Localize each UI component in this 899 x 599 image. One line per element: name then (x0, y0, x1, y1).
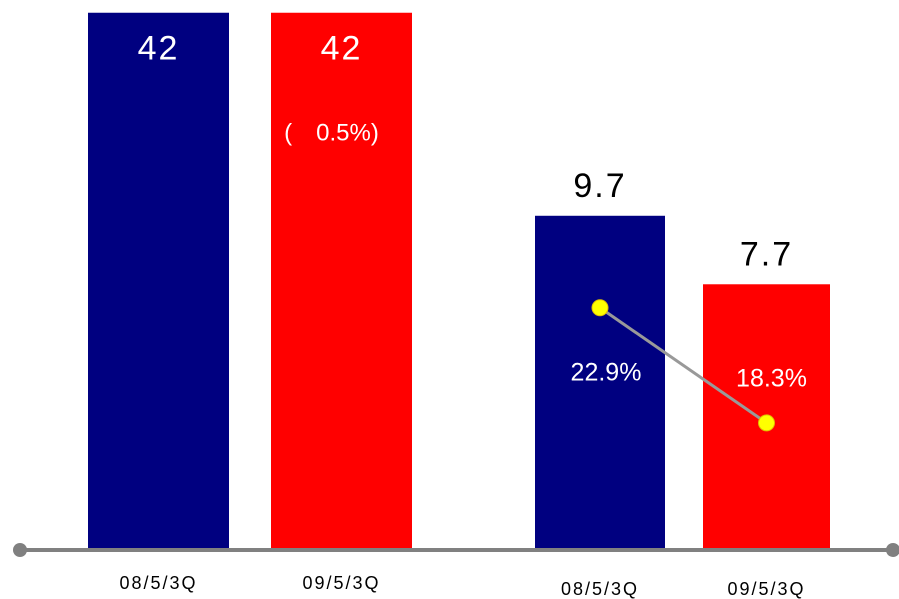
axis-end (886, 543, 899, 557)
line-value-label: 22.9% (571, 359, 642, 387)
bar (535, 215, 665, 548)
axis-end (13, 543, 27, 557)
value-label: 9.7 (573, 167, 626, 205)
bar (271, 12, 412, 548)
x-tick-label: 09/5/3Q (302, 573, 380, 593)
value-label: 42 (321, 30, 363, 68)
x-tick-label: 08/5/3Q (561, 579, 639, 599)
line-marker (591, 299, 609, 317)
line-value-label: 18.3% (736, 365, 807, 393)
value-label: 7.7 (740, 235, 793, 273)
line-marker (758, 414, 775, 432)
value-label: 42 (138, 30, 180, 68)
x-tick-label: 08/5/3Q (119, 573, 197, 593)
line (599, 306, 768, 425)
annotation: ( 0.5%) (284, 119, 379, 146)
bar (88, 12, 229, 548)
x-tick-label: 09/5/3Q (727, 579, 805, 599)
